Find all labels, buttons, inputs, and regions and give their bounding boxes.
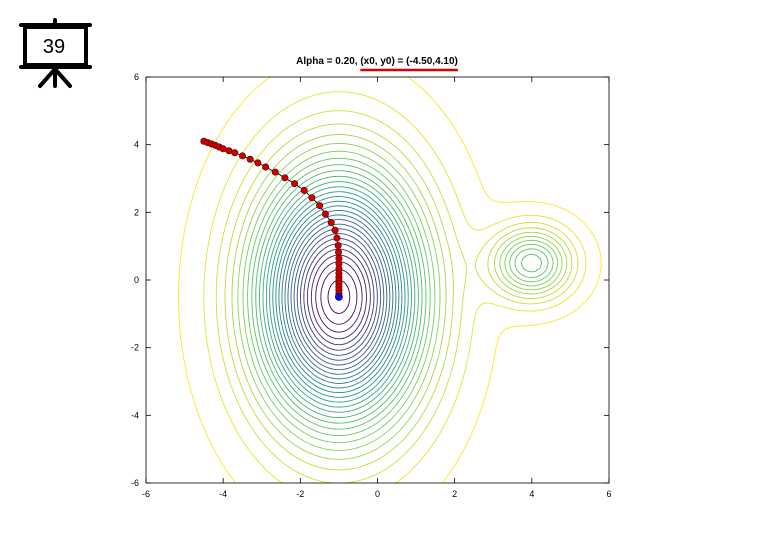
y-tick-label: -2 <box>131 343 139 353</box>
contour-level <box>275 200 403 394</box>
contour-level <box>290 223 388 371</box>
x-tick-label: -4 <box>219 489 227 499</box>
descent-point <box>219 145 227 153</box>
contour-level <box>269 191 409 403</box>
contour-lines <box>178 77 602 483</box>
contour-level <box>262 181 416 413</box>
contour-level <box>237 142 563 451</box>
axis-ticks: -6 -4 -2 0 2 4 6 -6 -4 -2 0 2 4 6 <box>131 72 612 499</box>
descent-point <box>254 159 262 167</box>
descent-point <box>225 147 233 155</box>
descent-point <box>327 218 335 226</box>
descent-point <box>246 155 254 163</box>
y-tick-label: -6 <box>131 478 139 488</box>
contour-level <box>303 243 375 351</box>
x-tick-label: 2 <box>452 489 457 499</box>
presentation-board-icon <box>19 18 92 88</box>
contour-level <box>265 186 412 408</box>
y-tick-label: -4 <box>131 410 139 420</box>
contour-level <box>278 205 400 389</box>
contour-level <box>281 209 397 384</box>
contour-level <box>224 123 573 471</box>
x-tick-label: 0 <box>375 489 380 499</box>
descent-point <box>262 163 270 171</box>
descent-point <box>238 152 246 160</box>
contour-level <box>251 164 549 430</box>
descent-point <box>231 149 239 157</box>
contour-level <box>287 219 391 375</box>
x-tick-label: 4 <box>529 489 534 499</box>
contour-level <box>310 254 367 340</box>
y-tick-label: 6 <box>134 72 139 82</box>
contour-level <box>231 134 568 460</box>
chart-title: Alpha = 0.20, (x0, y0) = (-4.50,4.10) <box>296 56 458 67</box>
y-tick-label: 4 <box>134 140 139 150</box>
contour-level <box>178 77 602 483</box>
descent-point <box>281 174 289 182</box>
descent-point <box>331 226 339 234</box>
descent-point <box>308 194 316 202</box>
x-tick-label: 6 <box>606 489 611 499</box>
contour-level <box>203 91 587 483</box>
descent-point <box>333 234 341 242</box>
contour-level <box>296 233 382 361</box>
contour-level <box>293 228 385 366</box>
x-tick-label: -2 <box>296 489 304 499</box>
contour-level <box>255 170 542 424</box>
descent-point <box>335 248 343 256</box>
descent-point <box>291 180 299 188</box>
y-tick-label: 0 <box>134 275 139 285</box>
contour-level <box>284 214 394 380</box>
slide-number: 39 <box>42 36 66 58</box>
descent-point <box>300 186 308 194</box>
y-tick-label: 2 <box>134 207 139 217</box>
contour-level <box>320 269 358 325</box>
contour-level <box>307 248 371 346</box>
descent-point <box>316 202 324 210</box>
contour-level <box>247 157 554 437</box>
descent-path <box>200 137 343 301</box>
contour-level <box>215 110 579 483</box>
contour-level <box>315 261 363 333</box>
final-point <box>335 293 343 301</box>
descent-point <box>334 241 342 249</box>
contour-level <box>272 196 406 398</box>
descent-point <box>321 210 329 218</box>
contour-level <box>300 238 378 356</box>
descent-point <box>271 168 279 176</box>
contour-level <box>242 150 559 444</box>
x-tick-label: -6 <box>142 489 150 499</box>
